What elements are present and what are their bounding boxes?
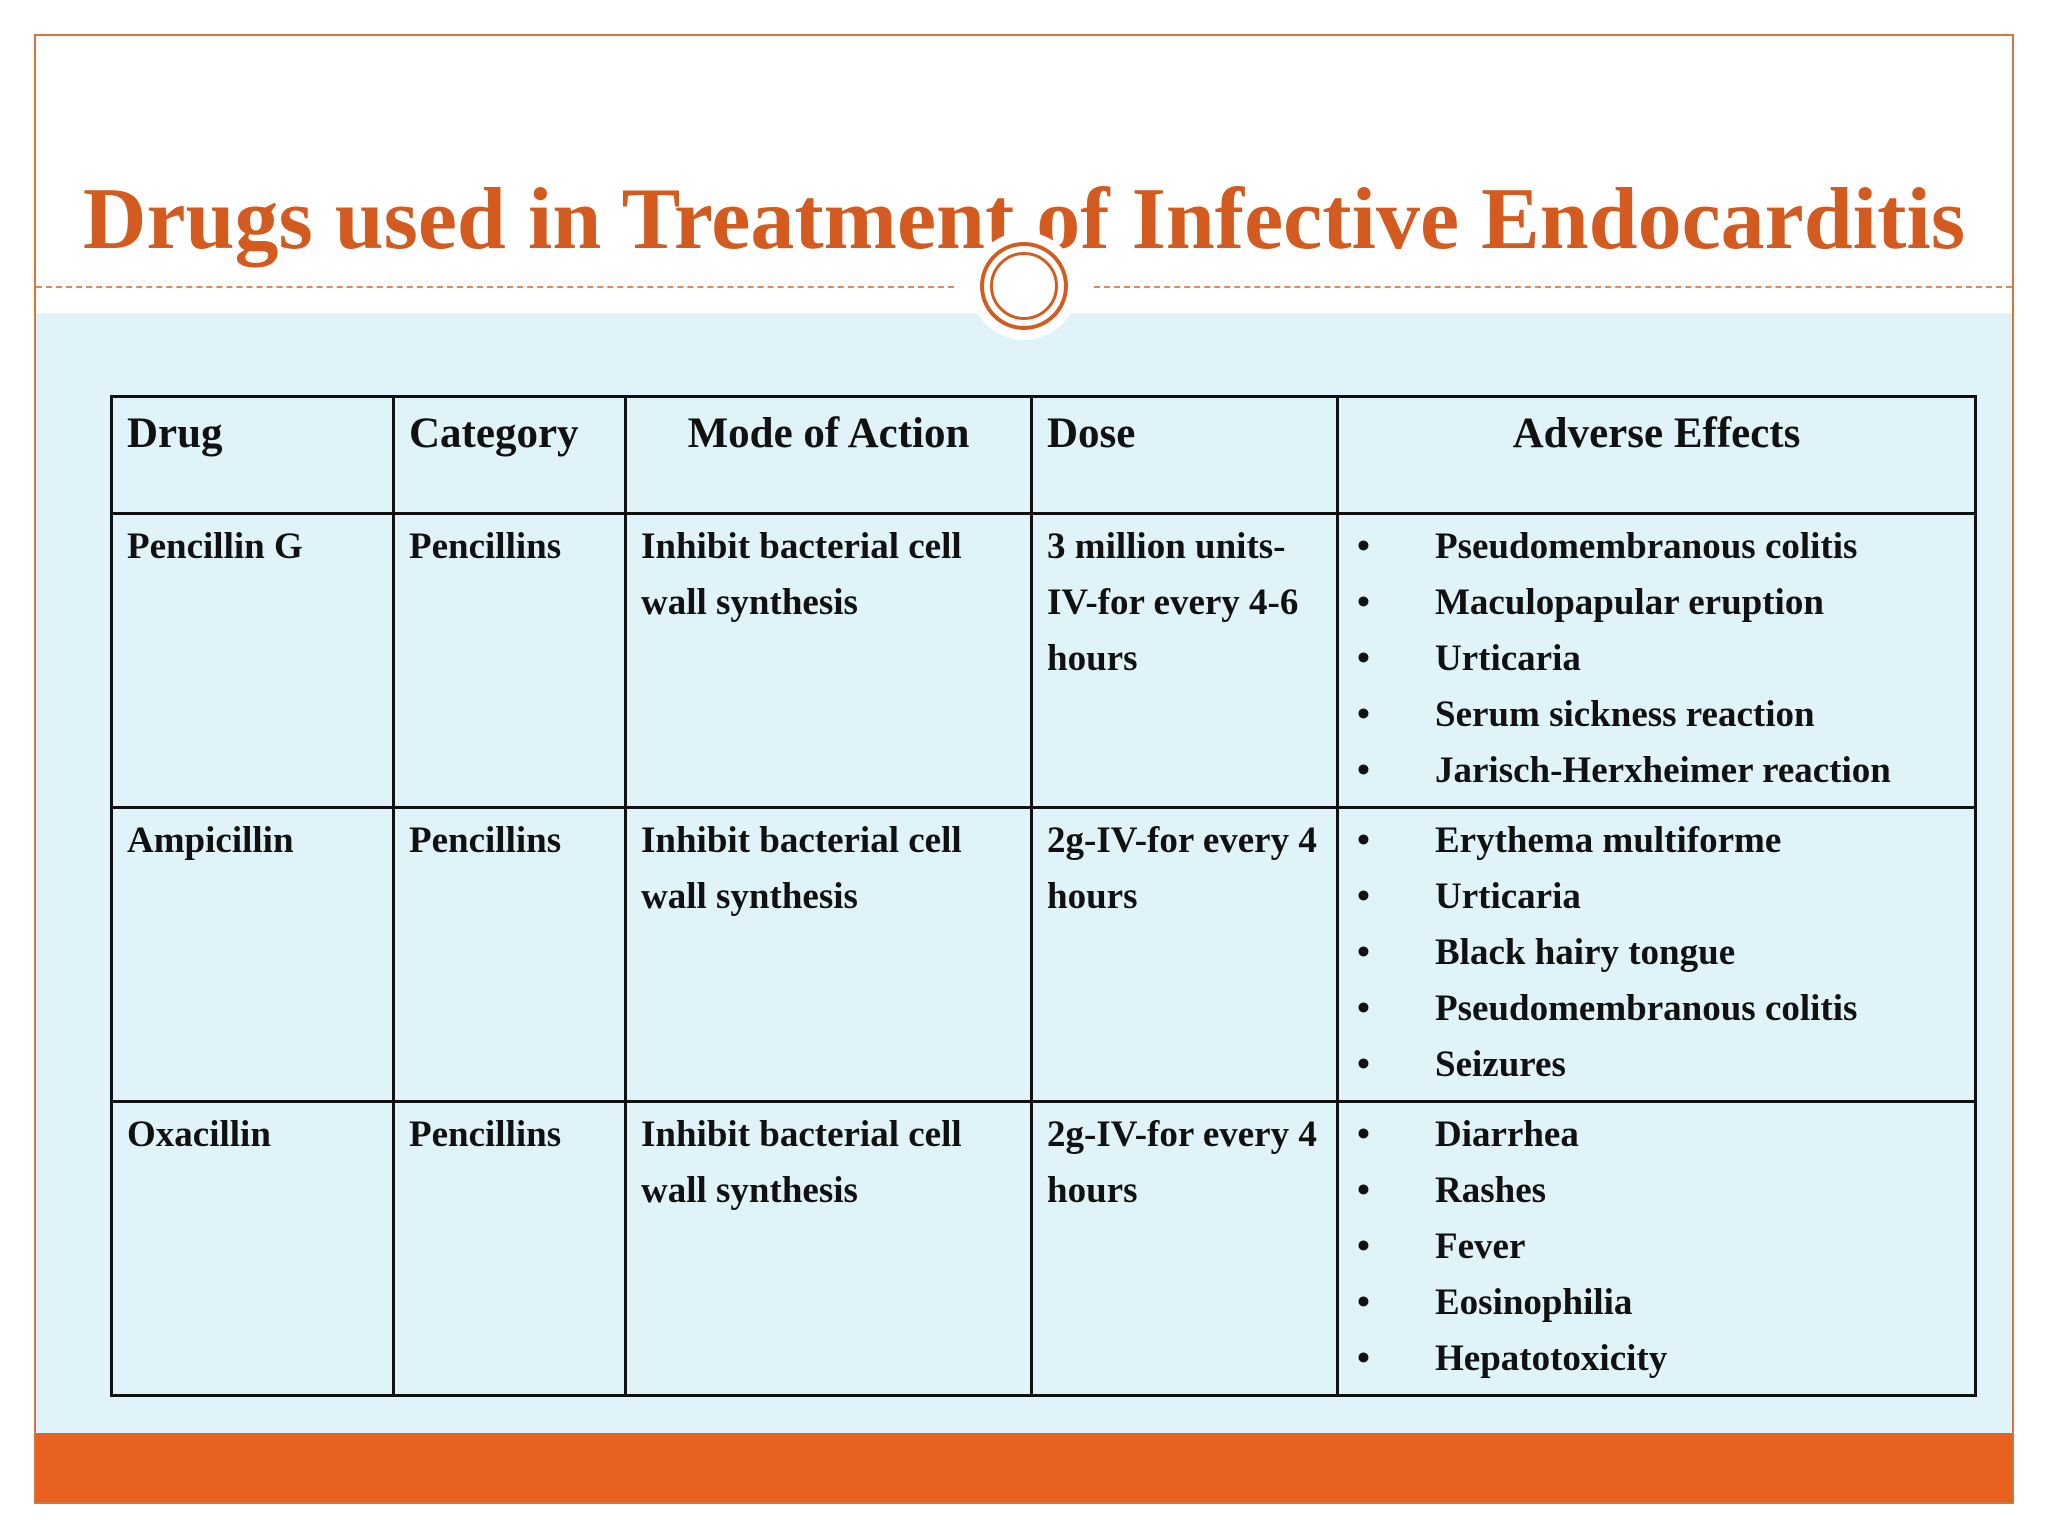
table-row: Oxacillin Pencillins Inhibit bacterial c…	[110, 1100, 1977, 1397]
bullet-icon: •	[1357, 820, 1370, 861]
effect-label: Erythema multiforme	[1435, 820, 1782, 861]
bullet-icon: •	[1357, 1282, 1370, 1323]
bullet-icon: •	[1357, 694, 1370, 735]
effect-label: Jarisch-Herxheimer reaction	[1435, 750, 1891, 791]
bullet-icon: •	[1357, 1338, 1370, 1379]
effect-label: Fever	[1435, 1226, 1526, 1267]
effect-label: Maculopapular eruption	[1435, 582, 1824, 623]
dose-cell: 2g-IV-for every 4 hours	[1030, 806, 1339, 1103]
dose-cell: 3 million units-IV-for every 4-6 hours	[1030, 512, 1339, 809]
divider-circle-emblem	[970, 232, 1078, 340]
effect-label: Pseudomembranous colitis	[1435, 526, 1858, 567]
header-category: Category	[392, 395, 627, 515]
list-item: • Pseudomembranous colitis	[1353, 981, 1960, 1037]
list-item: • Urticaria	[1353, 631, 1960, 687]
category-cell: Pencillins	[392, 806, 627, 1103]
list-item: • Erythema multiforme	[1353, 813, 1960, 869]
drug-table: Drug Category Mode of Action Dose Advers…	[110, 395, 1977, 1397]
bullet-icon: •	[1357, 526, 1370, 567]
bullet-icon: •	[1357, 1226, 1370, 1267]
title-divider-right	[1094, 286, 2012, 288]
category-cell: Pencillins	[392, 512, 627, 809]
mode-of-action-cell: Inhibit bacterial cell wall synthesis	[624, 806, 1033, 1103]
bullet-icon: •	[1357, 876, 1370, 917]
header-drug: Drug	[110, 395, 395, 515]
list-item: • Serum sickness reaction	[1353, 687, 1960, 743]
header-adverse-effects: Adverse Effects	[1336, 395, 1977, 515]
drug-cell: Pencillin G	[110, 512, 395, 809]
adverse-effects-list: • Erythema multiforme • Urticaria • Black h…	[1353, 813, 1960, 1093]
effect-label: Urticaria	[1435, 638, 1581, 679]
list-item: • Jarisch-Herxheimer reaction	[1353, 743, 1960, 799]
adverse-effects-cell: • Diarrhea • Rashes • Fever • Eosinophilia •…	[1336, 1100, 1977, 1397]
bullet-icon: •	[1357, 1044, 1370, 1085]
effect-label: Rashes	[1435, 1170, 1547, 1211]
bullet-icon: •	[1357, 750, 1370, 791]
drug-cell: Ampicillin	[110, 806, 395, 1103]
title-divider-left	[36, 286, 954, 288]
header-dose: Dose	[1030, 395, 1339, 515]
effect-label: Pseudomembranous colitis	[1435, 988, 1858, 1029]
footer-bar	[36, 1433, 2012, 1502]
emblem-outer-ring	[980, 242, 1068, 330]
effect-label: Eosinophilia	[1435, 1282, 1633, 1323]
adverse-effects-list: • Pseudomembranous colitis • Maculopapular…	[1353, 519, 1960, 799]
list-item: • Maculopapular eruption	[1353, 575, 1960, 631]
list-item: • Diarrhea	[1353, 1107, 1960, 1163]
list-item: • Rashes	[1353, 1163, 1960, 1219]
table-row: Ampicillin Pencillins Inhibit bacterial …	[110, 806, 1977, 1103]
emblem-inner-ring	[990, 252, 1058, 320]
list-item: • Fever	[1353, 1219, 1960, 1275]
effect-label: Urticaria	[1435, 876, 1581, 917]
mode-of-action-cell: Inhibit bacterial cell wall synthesis	[624, 512, 1033, 809]
bullet-icon: •	[1357, 582, 1370, 623]
list-item: • Eosinophilia	[1353, 1275, 1960, 1331]
effect-label: Serum sickness reaction	[1435, 694, 1815, 735]
effect-label: Seizures	[1435, 1044, 1566, 1085]
adverse-effects-cell: • Pseudomembranous colitis • Maculopapular…	[1336, 512, 1977, 809]
effect-label: Black hairy tongue	[1435, 932, 1736, 973]
list-item: • Hepatotoxicity	[1353, 1331, 1960, 1387]
table-row: Pencillin G Pencillins Inhibit bacterial…	[110, 512, 1977, 809]
bullet-icon: •	[1357, 1114, 1370, 1155]
table-header-row: Drug Category Mode of Action Dose Advers…	[110, 395, 1977, 515]
drug-cell: Oxacillin	[110, 1100, 395, 1397]
adverse-effects-list: • Diarrhea • Rashes • Fever • Eosinophilia •…	[1353, 1107, 1960, 1387]
bullet-icon: •	[1357, 932, 1370, 973]
dose-cell: 2g-IV-for every 4 hours	[1030, 1100, 1339, 1397]
bullet-icon: •	[1357, 1170, 1370, 1211]
bullet-icon: •	[1357, 988, 1370, 1029]
bullet-icon: •	[1357, 638, 1370, 679]
adverse-effects-cell: • Erythema multiforme • Urticaria • Black h…	[1336, 806, 1977, 1103]
category-cell: Pencillins	[392, 1100, 627, 1397]
list-item: • Pseudomembranous colitis	[1353, 519, 1960, 575]
header-mode-of-action: Mode of Action	[624, 395, 1033, 515]
effect-label: Diarrhea	[1435, 1114, 1579, 1155]
effect-label: Hepatotoxicity	[1435, 1338, 1668, 1379]
list-item: • Urticaria	[1353, 869, 1960, 925]
list-item: • Seizures	[1353, 1037, 1960, 1093]
list-item: • Black hairy tongue	[1353, 925, 1960, 981]
mode-of-action-cell: Inhibit bacterial cell wall synthesis	[624, 1100, 1033, 1397]
